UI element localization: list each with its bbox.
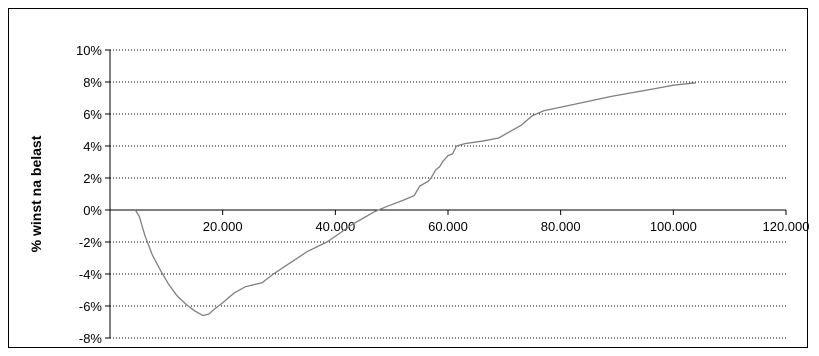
y-tick-label: -8%: [79, 331, 103, 346]
x-tick-label: 120.000: [763, 219, 810, 234]
x-tick-label: 80.000: [541, 219, 581, 234]
y-tick-label: -2%: [79, 235, 103, 250]
x-tick-label: 40.000: [315, 219, 355, 234]
y-tick-label: 10%: [76, 43, 102, 58]
line-chart: 10% 8% 6% 4% 2% 0% -2% -4% -6% -8% 20.000 40.000 60.…: [28, 43, 810, 346]
chart-frame: 10% 8% 6% 4% 2% 0% -2% -4% -6% -8% 20.000 40.000 60.…: [8, 8, 810, 348]
y-tick-label: -6%: [79, 299, 103, 314]
y-tick-label: -4%: [79, 267, 103, 282]
y-tick-label: 4%: [83, 139, 102, 154]
series-line: [134, 82, 696, 317]
y-tick-label: 2%: [83, 171, 102, 186]
y-tick-label: 6%: [83, 107, 102, 122]
y-axis-title: % winst na belast: [28, 135, 44, 252]
y-tick-label: 8%: [83, 75, 102, 90]
x-tick-label: 60.000: [428, 219, 468, 234]
y-tick-label: 0%: [83, 203, 102, 218]
x-tick-label: 100.000: [650, 219, 697, 234]
x-tick-label: 20.000: [203, 219, 243, 234]
